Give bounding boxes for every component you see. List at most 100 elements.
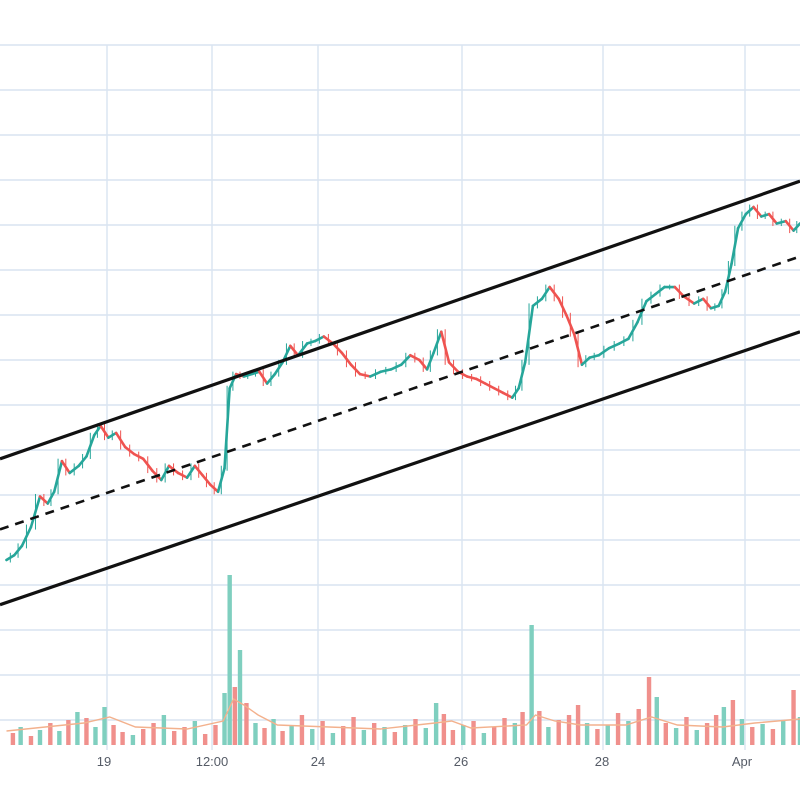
volume-bar xyxy=(512,723,518,745)
volume-bar xyxy=(75,712,80,745)
candle-body xyxy=(723,262,733,294)
candle-body xyxy=(389,363,403,371)
volume-bar xyxy=(57,731,62,745)
candle-body xyxy=(425,351,435,371)
candle-body xyxy=(474,377,487,385)
volume-bar xyxy=(797,717,800,745)
volume-bar xyxy=(654,697,659,745)
volume-bar xyxy=(320,721,325,745)
candle-body xyxy=(510,386,521,399)
candle-body xyxy=(265,372,277,385)
candle-body xyxy=(565,313,576,336)
volume-bar xyxy=(37,730,43,745)
volume-bar xyxy=(781,721,786,745)
volume-bar xyxy=(351,717,356,745)
candle-body xyxy=(447,361,460,374)
volume-bar xyxy=(10,733,16,745)
volume-bar xyxy=(310,729,315,745)
candle-body xyxy=(159,464,171,482)
candle-body xyxy=(60,459,71,475)
candle-body xyxy=(99,424,110,439)
volume-bar xyxy=(141,729,146,745)
volume-bar xyxy=(584,723,590,745)
candle-body xyxy=(305,339,317,345)
volume-bar xyxy=(721,707,727,745)
volume-bar xyxy=(441,714,447,745)
volume-bar xyxy=(371,723,377,745)
candle-body xyxy=(767,212,779,225)
candle-body xyxy=(692,297,705,305)
candle-body xyxy=(77,455,88,468)
volume-bar xyxy=(227,575,232,745)
channel-lower-line xyxy=(0,330,800,607)
volume-bar xyxy=(171,731,177,745)
candle-body xyxy=(399,353,412,367)
volume-bars xyxy=(10,575,800,745)
volume-bar xyxy=(595,729,600,745)
candle-body xyxy=(572,332,584,367)
volume-bar xyxy=(271,719,276,745)
volume-bar xyxy=(253,723,258,745)
volume-bar xyxy=(663,723,669,745)
candle-body xyxy=(201,473,212,487)
x-tick-label: Apr xyxy=(732,754,753,769)
candle-body xyxy=(52,459,64,494)
candle-body xyxy=(607,342,621,350)
candle-body xyxy=(38,495,50,505)
grid xyxy=(0,44,800,750)
volume-bar xyxy=(232,687,238,745)
volume-bar xyxy=(730,700,736,745)
volume-bar xyxy=(330,733,336,745)
candle-body xyxy=(409,353,421,362)
candle-body xyxy=(313,335,326,343)
candle-body xyxy=(273,361,284,376)
volume-bar xyxy=(529,625,534,745)
volume-bar xyxy=(262,728,267,745)
x-tick-label: 24 xyxy=(311,754,325,769)
candle-body xyxy=(209,483,220,494)
volume-bar xyxy=(537,711,542,745)
volume-bar xyxy=(93,727,98,745)
volume-bar xyxy=(636,709,641,745)
candle-body xyxy=(645,292,657,303)
candle-body xyxy=(682,295,696,305)
candle-body xyxy=(29,495,42,529)
candle-body xyxy=(379,368,393,374)
candle-body xyxy=(223,386,231,470)
volume-bar xyxy=(244,703,249,745)
candle-body xyxy=(242,372,253,378)
volume-bar xyxy=(556,720,561,745)
candle-body xyxy=(759,212,771,218)
candle-body xyxy=(289,344,300,357)
volume-bar xyxy=(684,717,689,745)
candle-body xyxy=(736,212,748,230)
candle-body xyxy=(517,361,527,390)
candle-body xyxy=(540,285,551,301)
volume-bar xyxy=(791,690,796,745)
candle-body xyxy=(185,464,197,479)
candle-body xyxy=(548,285,561,301)
candle-body xyxy=(432,330,443,355)
candle-body xyxy=(597,346,611,357)
candle-body xyxy=(752,205,763,218)
channel-upper-line xyxy=(0,179,800,461)
volume-bar xyxy=(120,732,125,745)
volume-bar xyxy=(299,715,305,745)
candle-body xyxy=(501,391,514,399)
channel-middle-line xyxy=(0,255,800,531)
volume-bar xyxy=(151,723,156,745)
volume-bar xyxy=(626,721,631,745)
candle-body xyxy=(68,464,81,475)
volume-moving-average-line xyxy=(6,698,800,732)
candle-body xyxy=(12,544,24,557)
candle-body xyxy=(258,370,269,385)
volume-bar xyxy=(213,725,218,745)
volume-bar xyxy=(739,719,745,745)
candle-body xyxy=(107,431,118,439)
volume-bar xyxy=(392,732,398,745)
candle-body xyxy=(792,222,800,232)
candle-body xyxy=(492,386,505,395)
candle-body xyxy=(744,205,755,216)
candle-body xyxy=(5,553,16,562)
candle-body xyxy=(250,370,261,376)
